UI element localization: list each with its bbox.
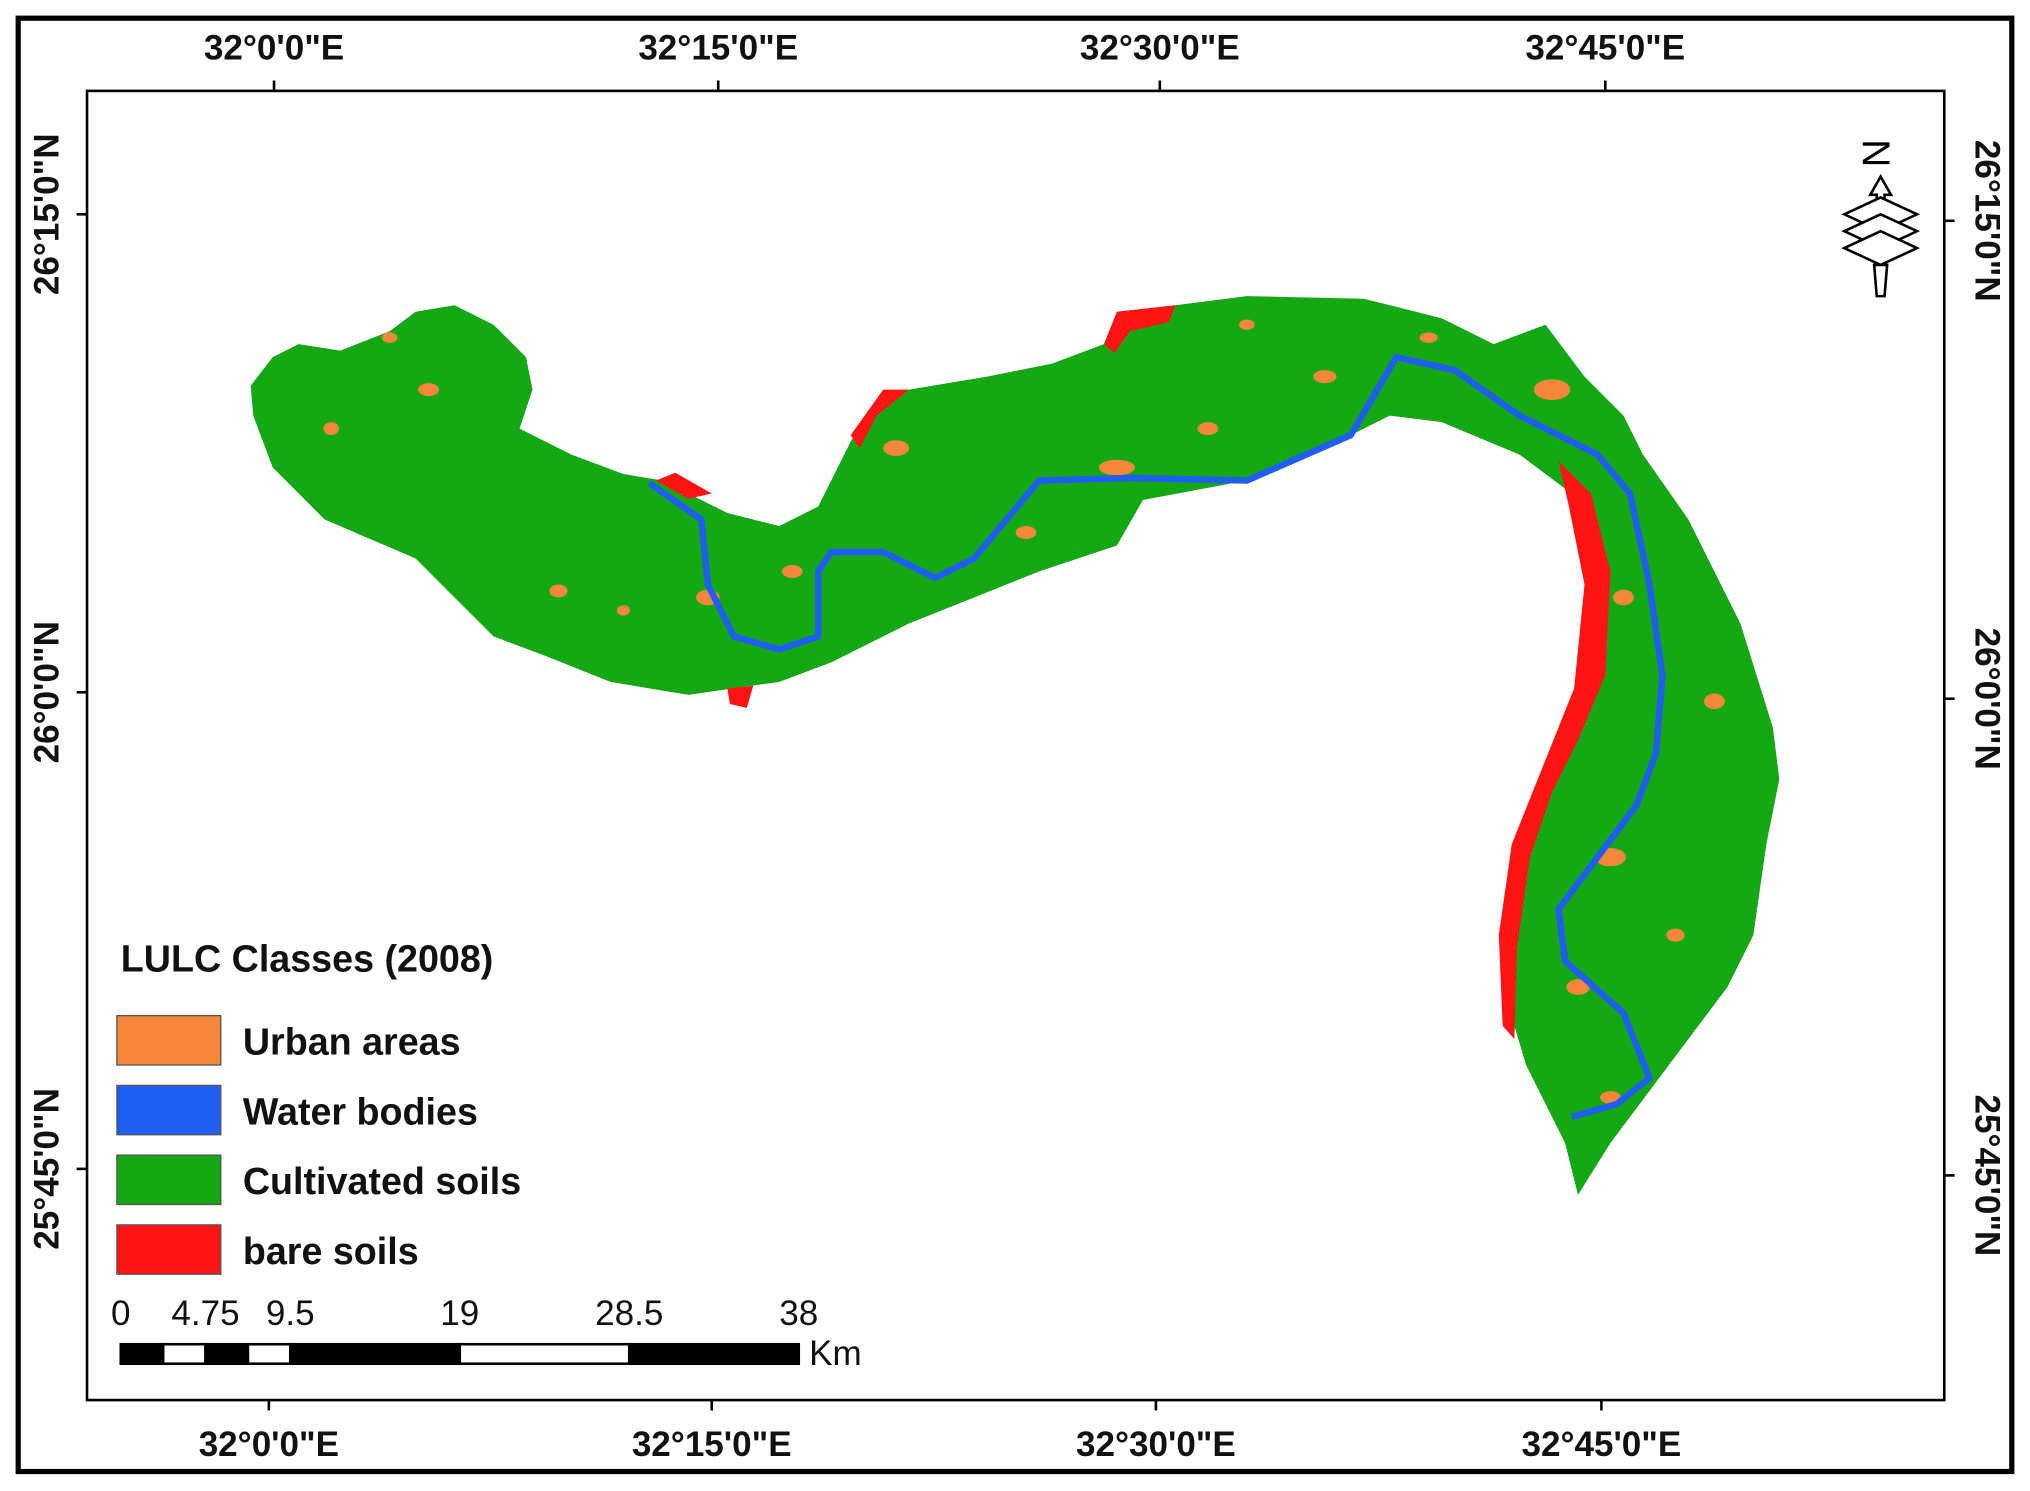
urban-patches: [323, 319, 1725, 1104]
scale-label: 28.5: [595, 1294, 663, 1333]
scale-unit: Km: [809, 1334, 862, 1373]
scale-segment: [627, 1342, 801, 1366]
legend-label: Cultivated soils: [243, 1160, 521, 1202]
scale-label: 4.75: [171, 1294, 239, 1333]
right-coord-label: 25°45'0"N: [1967, 1095, 2006, 1257]
cultivated-area: [250, 296, 1780, 1195]
top-coord-label: 32°30'0"E: [1080, 29, 1240, 68]
scale-segment: [288, 1342, 462, 1366]
left-coord-label: 26°15'0"N: [27, 133, 66, 295]
scale-label: 0: [111, 1294, 131, 1333]
legend-title: LULC Classes (2008): [121, 937, 494, 979]
frame-ticks: [76, 80, 1955, 1411]
bare-soil: [727, 685, 754, 708]
bare-soil: [655, 472, 712, 499]
legend-swatch: [116, 1014, 222, 1066]
legend-label: Water bodies: [243, 1090, 478, 1132]
bottom-coord-label: 32°0'0"E: [199, 1425, 339, 1464]
scale-segment: [458, 1342, 631, 1366]
bottom-coord-label: 32°45'0"E: [1521, 1425, 1681, 1464]
scale-label: 38: [779, 1294, 818, 1333]
scale-segment: [161, 1342, 207, 1366]
river: [647, 353, 1666, 1121]
bottom-coord-label: 32°30'0"E: [1076, 1425, 1236, 1464]
land-cover: [250, 296, 1780, 1195]
legend-label: Urban areas: [243, 1021, 461, 1063]
legend-swatch: [116, 1084, 222, 1136]
north-arrow: [1841, 174, 1921, 298]
legend: Urban areas Water bodies Cultivated soils b…: [116, 1014, 521, 1275]
scale-segment: [246, 1342, 292, 1366]
scale-label: 9.5: [266, 1294, 315, 1333]
right-coord-label: 26°15'0"N: [1967, 140, 2006, 302]
legend-swatch: [116, 1154, 222, 1206]
top-coord-label: 32°45'0"E: [1525, 29, 1685, 68]
legend-label: bare soils: [243, 1230, 419, 1272]
right-coord-label: 26°0'0"N: [1967, 628, 2006, 770]
bare-soil: [1498, 461, 1611, 1040]
left-coord-label: 25°45'0"N: [27, 1088, 66, 1250]
scale-segment: [204, 1342, 250, 1366]
scale-segment: [119, 1342, 165, 1366]
legend-swatch: [116, 1224, 222, 1275]
bare-soil: [1103, 305, 1176, 354]
bare-soil: [850, 389, 910, 449]
top-coord-label: 32°0'0"E: [204, 29, 344, 68]
scale-label: 19: [440, 1294, 479, 1333]
north-label: N: [1856, 139, 1899, 167]
bottom-coord-label: 32°15'0"E: [632, 1425, 792, 1464]
left-coord-label: 26°0'0"N: [27, 621, 66, 763]
top-coord-label: 32°15'0"E: [638, 29, 798, 68]
